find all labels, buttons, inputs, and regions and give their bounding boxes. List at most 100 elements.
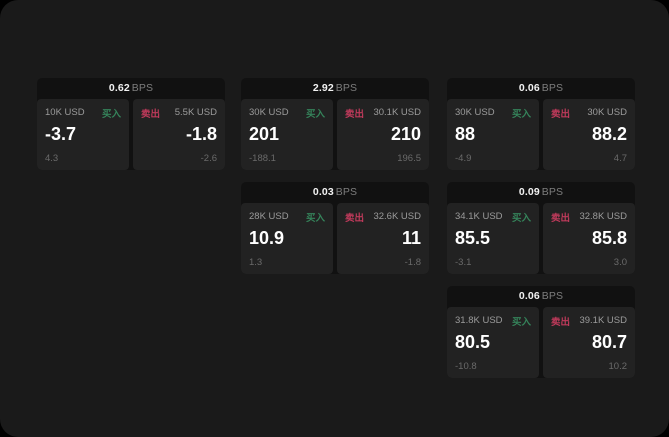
sell-main-value: -1.8 (185, 124, 217, 144)
quote-card[interactable]: 2.92 BPS 30K USD 买入 201 -188.1 卖出 30.1K USD 210 1… (241, 78, 429, 170)
column-middle: 2.92 BPS 30K USD 买入 201 -188.1 卖出 30.1K USD 210 1… (241, 78, 429, 286)
bps-unit-label: BPS (541, 82, 564, 94)
side-header-row: 卖出 32.8K USD (551, 210, 627, 224)
buy-direction-label: 买入 (511, 316, 531, 328)
bps-value: 2.92 (312, 82, 334, 94)
buy-side[interactable]: 31.8K USD 买入 80.5 -10.8 (447, 307, 539, 378)
sell-size-label: 30K USD (587, 107, 627, 118)
column-left: 0.62 BPS 10K USD 买入 -3.7 4.3 卖出 5.5K USD -1.8 -2.… (37, 78, 225, 182)
sell-direction-label: 卖出 (551, 108, 571, 120)
buy-size-label: 31.8K USD (455, 315, 503, 326)
side-header-row: 卖出 32.6K USD (345, 210, 421, 224)
sell-main-value: 85.8 (591, 228, 627, 248)
card-body: 30K USD 买入 201 -188.1 卖出 30.1K USD 210 196.5 (241, 99, 429, 170)
card-bps-header: 2.92 BPS (241, 78, 429, 99)
bps-value: 0.06 (518, 290, 540, 302)
side-header-row: 34.1K USD 买入 (455, 210, 531, 224)
buy-main-value: 80.5 (455, 332, 491, 352)
quote-card[interactable]: 0.62 BPS 10K USD 买入 -3.7 4.3 卖出 5.5K USD -1.8 -2.… (37, 78, 225, 170)
buy-sub-value: -4.9 (455, 153, 472, 164)
bps-value: 0.03 (312, 186, 334, 198)
buy-main-value: 10.9 (249, 228, 285, 248)
bps-unit-label: BPS (131, 82, 154, 94)
bps-value: 0.09 (518, 186, 540, 198)
side-header-row: 卖出 39.1K USD (551, 314, 627, 328)
buy-main-value: 88 (455, 124, 476, 144)
sell-main-value: 88.2 (591, 124, 627, 144)
buy-side[interactable]: 30K USD 买入 201 -188.1 (241, 99, 333, 170)
side-header-row: 卖出 30K USD (551, 106, 627, 120)
sell-size-label: 32.8K USD (579, 211, 627, 222)
sell-direction-label: 卖出 (345, 212, 365, 224)
sell-side[interactable]: 卖出 5.5K USD -1.8 -2.6 (133, 99, 225, 170)
sell-main-value: 80.7 (591, 332, 627, 352)
side-header-row: 28K USD 买入 (249, 210, 325, 224)
side-header-row: 卖出 30.1K USD (345, 106, 421, 120)
bps-unit-label: BPS (335, 82, 358, 94)
buy-direction-label: 买入 (511, 108, 531, 120)
bps-unit-label: BPS (541, 290, 564, 302)
sell-size-label: 5.5K USD (174, 107, 217, 118)
sell-main-value: 210 (390, 124, 421, 144)
bps-unit-label: BPS (541, 186, 564, 198)
card-bps-header: 0.06 BPS (447, 286, 635, 307)
buy-side[interactable]: 28K USD 买入 10.9 1.3 (241, 203, 333, 274)
side-header-row: 30K USD 买入 (249, 106, 325, 120)
buy-direction-label: 买入 (511, 212, 531, 224)
quote-card[interactable]: 0.09 BPS 34.1K USD 买入 85.5 -3.1 卖出 32.8K USD 85.… (447, 182, 635, 274)
sell-side[interactable]: 卖出 30.1K USD 210 196.5 (337, 99, 429, 170)
sell-sub-value: 196.5 (397, 153, 421, 164)
sell-direction-label: 卖出 (345, 108, 365, 120)
sell-size-label: 39.1K USD (579, 315, 627, 326)
buy-side[interactable]: 10K USD 买入 -3.7 4.3 (37, 99, 129, 170)
bps-value: 0.62 (108, 82, 130, 94)
column-right: 0.06 BPS 30K USD 买入 88 -4.9 卖出 30K USD 88.2 4.7 0.… (447, 78, 635, 390)
quote-card[interactable]: 0.06 BPS 30K USD 买入 88 -4.9 卖出 30K USD 88.2 4.7 (447, 78, 635, 170)
sell-sub-value: 3.0 (613, 257, 627, 268)
sell-direction-label: 卖出 (551, 212, 571, 224)
side-header-row: 卖出 5.5K USD (141, 106, 217, 120)
buy-side[interactable]: 30K USD 买入 88 -4.9 (447, 99, 539, 170)
side-header-row: 10K USD 买入 (45, 106, 121, 120)
buy-sub-value: 4.3 (45, 153, 59, 164)
card-body: 28K USD 买入 10.9 1.3 卖出 32.6K USD 11 -1.8 (241, 203, 429, 274)
quote-board: 0.62 BPS 10K USD 买入 -3.7 4.3 卖出 5.5K USD -1.8 -2.… (37, 78, 635, 383)
card-bps-header: 0.03 BPS (241, 182, 429, 203)
buy-size-label: 10K USD (45, 107, 85, 118)
buy-main-value: 85.5 (455, 228, 491, 248)
buy-direction-label: 买入 (101, 108, 121, 120)
sell-size-label: 30.1K USD (373, 107, 421, 118)
sell-sub-value: 10.2 (608, 361, 628, 372)
card-bps-header: 0.09 BPS (447, 182, 635, 203)
buy-side[interactable]: 34.1K USD 买入 85.5 -3.1 (447, 203, 539, 274)
buy-size-label: 30K USD (249, 107, 289, 118)
card-body: 10K USD 买入 -3.7 4.3 卖出 5.5K USD -1.8 -2.6 (37, 99, 225, 170)
bps-unit-label: BPS (335, 186, 358, 198)
buy-sub-value: -10.8 (455, 361, 477, 372)
sell-direction-label: 卖出 (551, 316, 571, 328)
sell-side[interactable]: 卖出 39.1K USD 80.7 10.2 (543, 307, 635, 378)
sell-size-label: 32.6K USD (373, 211, 421, 222)
buy-main-value: -3.7 (45, 124, 77, 144)
buy-size-label: 30K USD (455, 107, 495, 118)
sell-side[interactable]: 卖出 30K USD 88.2 4.7 (543, 99, 635, 170)
bps-value: 0.06 (518, 82, 540, 94)
card-body: 31.8K USD 买入 80.5 -10.8 卖出 39.1K USD 80.7 10.2 (447, 307, 635, 378)
card-body: 30K USD 买入 88 -4.9 卖出 30K USD 88.2 4.7 (447, 99, 635, 170)
sell-sub-value: -1.8 (404, 257, 421, 268)
buy-sub-value: -3.1 (455, 257, 472, 268)
buy-main-value: 201 (249, 124, 280, 144)
sell-sub-value: -2.6 (200, 153, 217, 164)
side-header-row: 31.8K USD 买入 (455, 314, 531, 328)
buy-sub-value: 1.3 (249, 257, 263, 268)
sell-side[interactable]: 卖出 32.6K USD 11 -1.8 (337, 203, 429, 274)
sell-sub-value: 4.7 (613, 153, 627, 164)
sell-side[interactable]: 卖出 32.8K USD 85.8 3.0 (543, 203, 635, 274)
buy-sub-value: -188.1 (249, 153, 276, 164)
card-bps-header: 0.62 BPS (37, 78, 225, 99)
card-bps-header: 0.06 BPS (447, 78, 635, 99)
quote-card[interactable]: 0.06 BPS 31.8K USD 买入 80.5 -10.8 卖出 39.1K USD 80… (447, 286, 635, 378)
quote-card[interactable]: 0.03 BPS 28K USD 买入 10.9 1.3 卖出 32.6K USD 11 -1.8 (241, 182, 429, 274)
side-header-row: 30K USD 买入 (455, 106, 531, 120)
